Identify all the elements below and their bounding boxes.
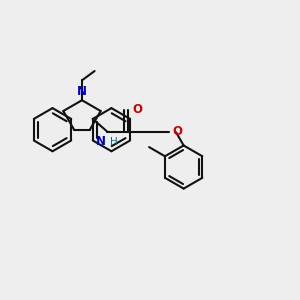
Text: O: O (132, 103, 142, 116)
Text: H: H (110, 137, 118, 147)
Text: N: N (77, 85, 87, 98)
Text: O: O (173, 124, 183, 138)
Text: N: N (96, 135, 106, 148)
